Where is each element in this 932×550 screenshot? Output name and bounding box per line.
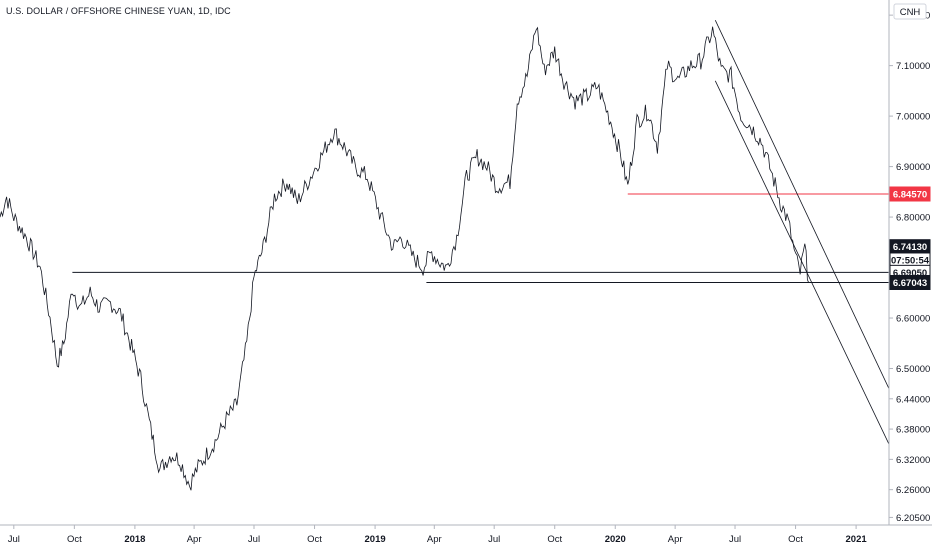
price-tag-1: 6.74130 (889, 239, 931, 255)
currency-label-box (893, 3, 927, 20)
price-tag-label: 6.69050 (893, 268, 927, 279)
price-tick-label: 6.38000 (896, 425, 930, 436)
time-tick-label: 2020 (605, 534, 626, 545)
drawing-lines-group (72, 20, 890, 445)
time-tick-label: 2019 (365, 534, 386, 545)
time-tick-label: Jul (729, 534, 741, 545)
time-axis-ticks[interactable]: Jul Oct 2018 Apr Jul Oct 2019 Apr Jul Oct 2020 Apr J… (8, 525, 868, 545)
price-tick-label: 6.80000 (896, 213, 930, 224)
price-tick-label: 6.26000 (896, 485, 930, 496)
price-series-line-0 (0, 26, 810, 491)
price-tick-label: 6.20500 (896, 513, 930, 524)
price-tag-box (889, 274, 931, 290)
price-tag-label: 07:50:54 (891, 255, 930, 266)
chart-title: U.S. DOLLAR / OFFSHORE CHINESE YUAN, 1D,… (6, 6, 231, 16)
time-tick-label: 2018 (124, 534, 145, 545)
time-tick-label: Oct (67, 534, 82, 545)
time-tick-label: Apr (187, 534, 202, 545)
time-tick-label: Jul (248, 534, 260, 545)
price-series-group (0, 26, 810, 491)
channel-line-1[interactable] (714, 80, 890, 445)
time-tick-label: Jul (8, 534, 20, 545)
price-tick-label: 7.10000 (896, 61, 930, 72)
currency-label: CNH (900, 7, 921, 18)
price-tag-label: 6.67043 (893, 278, 927, 289)
price-tick-label: 6.90000 (896, 162, 930, 173)
price-tick-label: 6.44000 (896, 394, 930, 405)
price-tick-label: 6.60000 (896, 314, 930, 325)
price-tag-0: 6.84570 (889, 186, 931, 202)
time-tick-label: 2021 (846, 534, 868, 545)
price-tag-4: 6.67043 (889, 274, 931, 290)
time-tick-label: Oct (307, 534, 322, 545)
time-tick-label: Apr (668, 534, 683, 545)
price-tag-box (889, 186, 931, 202)
time-tick-label: Oct (788, 534, 803, 545)
price-tick-label: 6.32000 (896, 455, 930, 466)
time-tick-label: Apr (427, 534, 442, 545)
price-tag-label: 6.74130 (893, 242, 927, 253)
time-tick-label: Jul (488, 534, 500, 545)
price-tick-label: 6.50000 (896, 364, 930, 375)
channel-line-0[interactable] (714, 20, 890, 389)
price-tag-label: 6.84570 (893, 189, 927, 200)
time-tick-label: Oct (547, 534, 562, 545)
price-tick-label: 7.00000 (896, 112, 930, 123)
